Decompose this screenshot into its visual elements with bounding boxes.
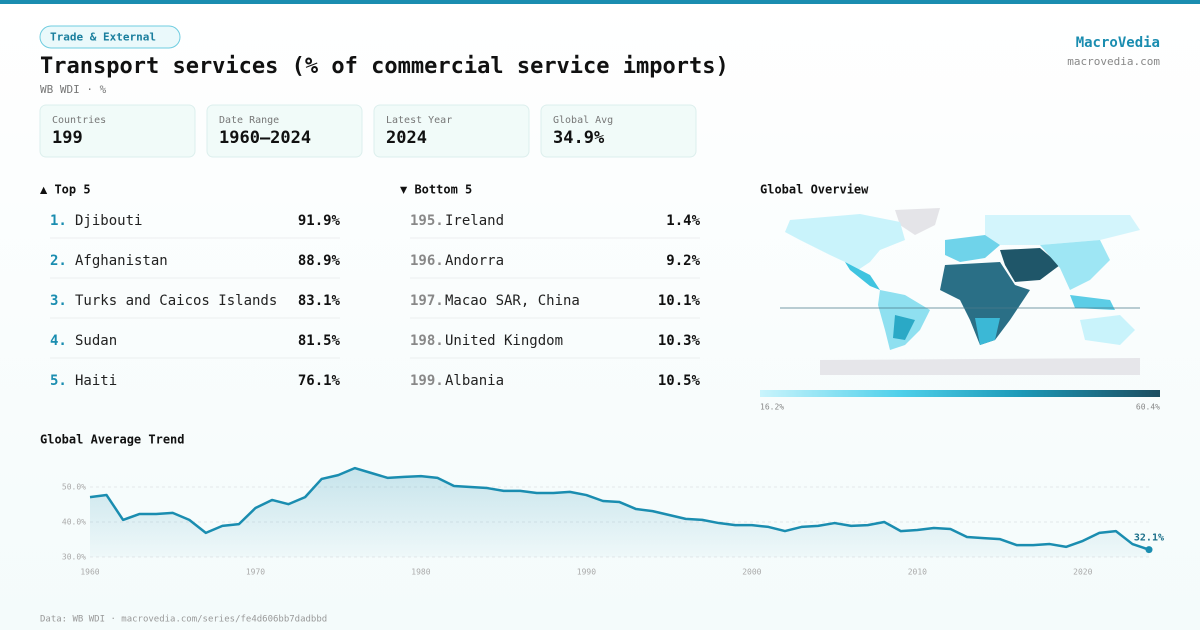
country-name[interactable]: United Kingdom	[445, 333, 563, 349]
value-label: 32.1%	[1134, 533, 1164, 544]
x-tick-label: 1990	[577, 568, 596, 577]
category-tag[interactable]: Trade & External	[50, 31, 156, 44]
country-name[interactable]: Albania	[445, 373, 504, 389]
trend-chart: 30.0% 40.0% 50.0% 1960 1970 1980 1990 2000 2010 2…	[62, 466, 1164, 577]
country-value: 9.2%	[666, 253, 700, 269]
region	[945, 235, 1000, 262]
country-name[interactable]: Djibouti	[75, 213, 142, 229]
country-name[interactable]: Haiti	[75, 373, 117, 389]
region	[940, 262, 1030, 345]
region	[893, 315, 915, 340]
rank: 195.	[410, 213, 444, 229]
rank: 4.	[50, 333, 67, 349]
stat-card	[540, 104, 697, 158]
category-pill[interactable]	[39, 25, 181, 49]
rank-lists: ▲ Top 5 1. Djibouti 91.9% 2. Afghanistan 88.9%…	[40, 183, 701, 390]
region	[895, 208, 940, 235]
stat-cards: Countries 199 Date Range 1960–2024 Latest Ye…	[39, 104, 697, 158]
y-tick-label: 50.0%	[62, 483, 86, 492]
legend-max: 60.4%	[1136, 403, 1160, 412]
region	[785, 214, 905, 272]
region	[845, 262, 880, 290]
region	[1080, 315, 1135, 345]
country-value: 10.3%	[658, 333, 701, 349]
x-tick-label: 2020	[1073, 568, 1092, 577]
stat-value: 199	[52, 128, 83, 148]
country-name[interactable]: Turks and Caicos Islands	[75, 293, 277, 309]
rank: 197.	[410, 293, 444, 309]
rank: 198.	[410, 333, 444, 349]
stat-value: 2024	[386, 128, 427, 148]
country-name[interactable]: Andorra	[445, 253, 504, 269]
country-name[interactable]: Macao SAR, China	[445, 293, 580, 309]
end-point	[1145, 546, 1153, 554]
stat-card	[373, 104, 530, 158]
country-value: 76.1%	[298, 373, 341, 389]
chart-title: Global Average Trend	[40, 433, 185, 447]
country-value: 81.5%	[298, 333, 341, 349]
y-tick-label: 40.0%	[62, 518, 86, 527]
color-legend	[760, 390, 1160, 397]
stat-card	[206, 104, 363, 158]
trend-line	[89, 466, 1150, 551]
rank: 5.	[50, 373, 67, 389]
country-value: 83.1%	[298, 293, 341, 309]
list-title: ▲ Top 5	[40, 183, 91, 197]
stat-label: Global Avg	[553, 115, 613, 126]
rank: 196.	[410, 253, 444, 269]
region	[1040, 240, 1110, 290]
footer: Data: WB WDI · macrovedia.com/series/fe4…	[40, 615, 327, 625]
rank: 1.	[50, 213, 67, 229]
rank: 3.	[50, 293, 67, 309]
region	[1070, 295, 1115, 310]
trend-area	[90, 468, 1149, 557]
subtitle: WB WDI · %	[40, 83, 107, 96]
region	[985, 215, 1140, 245]
region	[975, 318, 1000, 345]
y-tick-label: 30.0%	[62, 553, 86, 562]
rank: 199.	[410, 373, 444, 389]
country-value: 91.9%	[298, 213, 341, 229]
country-value: 88.9%	[298, 253, 341, 269]
brand[interactable]: MacroVedia	[1076, 35, 1160, 51]
stat-value: 1960–2024	[219, 128, 311, 148]
world-map	[780, 208, 1140, 375]
rank: 2.	[50, 253, 67, 269]
site[interactable]: macrovedia.com	[1067, 55, 1160, 68]
x-tick-label: 1960	[80, 568, 99, 577]
country-name[interactable]: Afghanistan	[75, 253, 168, 269]
stat-card	[39, 104, 196, 158]
country-value: 1.4%	[666, 213, 700, 229]
x-tick-label: 2010	[908, 568, 927, 577]
stat-label: Date Range	[219, 115, 279, 126]
stat-label: Latest Year	[386, 115, 452, 126]
country-value: 10.1%	[658, 293, 701, 309]
country-name[interactable]: Ireland	[445, 213, 504, 229]
region	[1000, 248, 1060, 282]
stat-value: 34.9%	[553, 128, 605, 148]
page-title: Transport services (% of commercial serv…	[40, 54, 729, 79]
region	[820, 358, 1140, 375]
map-title: Global Overview	[760, 183, 869, 197]
x-tick-label: 1970	[246, 568, 265, 577]
x-tick-label: 2000	[742, 568, 761, 577]
stat-label: Countries	[52, 115, 106, 126]
country-name[interactable]: Sudan	[75, 333, 117, 349]
x-tick-label: 1980	[411, 568, 430, 577]
legend-min: 16.2%	[760, 403, 784, 412]
country-value: 10.5%	[658, 373, 701, 389]
list-title: ▼ Bottom 5	[400, 183, 472, 197]
top-accent	[0, 0, 1200, 4]
